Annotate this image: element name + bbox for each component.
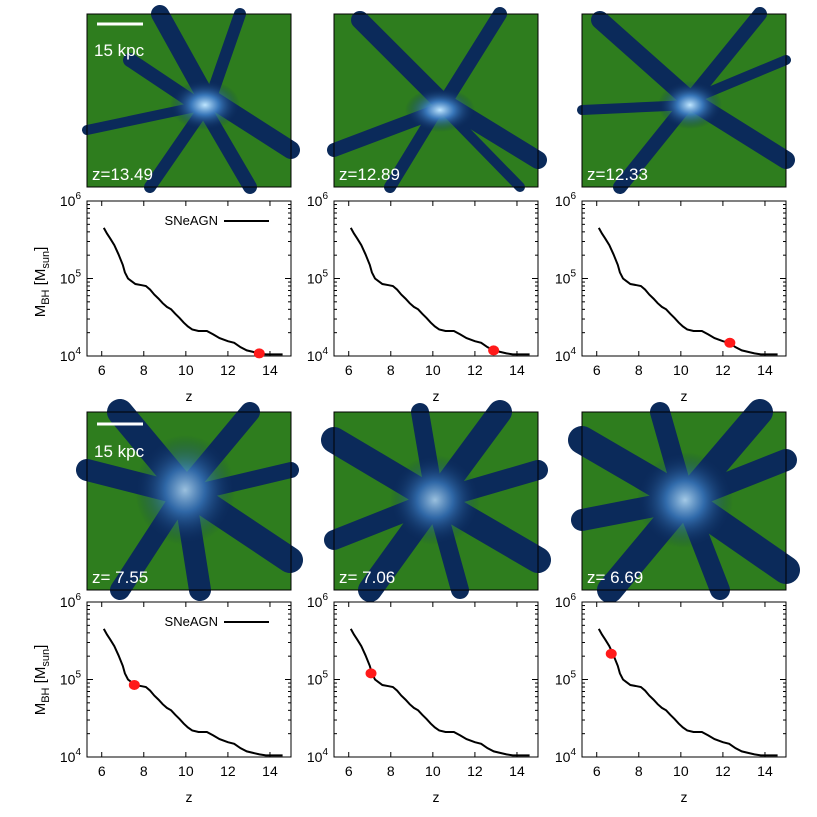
y-axis-title: MBH [Msun]: [32, 645, 52, 716]
x-tick-label: 6: [345, 362, 353, 378]
x-tick-label: 8: [635, 362, 643, 378]
legend-label: SNeAGN: [165, 614, 218, 629]
series-line-SNeAGN: [102, 628, 283, 757]
y-tick-label: 106: [555, 191, 577, 209]
x-tick-label: 12: [715, 763, 731, 779]
plot-frame: [581, 200, 787, 357]
y-axis-title: MBH [Msun]: [32, 247, 52, 318]
y-tick-label: 104: [307, 747, 329, 765]
x-axis-title: z: [681, 388, 688, 404]
image-panel-top-3: z=12.33: [577, 7, 795, 194]
y-tick-label: 104: [307, 346, 329, 364]
x-tick-label: 6: [593, 763, 601, 779]
plot-panel-4: 6 8 10 12 14 104 105 106 z SNeAGN: [60, 592, 292, 805]
plot-frame: [86, 601, 292, 758]
x-tick-label: 14: [262, 362, 278, 378]
y-tick-label: 104: [60, 346, 82, 364]
y-tick-label: 106: [60, 191, 82, 209]
series-line-SNeAGN: [597, 628, 778, 757]
x-axis-title: z: [433, 789, 440, 805]
y-tick-label: 105: [60, 269, 82, 287]
image-panel-bottom-1: 15 kpc z= 7.55: [76, 399, 303, 601]
series-line-SNeAGN: [597, 227, 778, 356]
x-tick-label: 12: [220, 362, 236, 378]
plot-panel-2: 6 8 10 12 14 104 105 106 z: [307, 191, 539, 404]
x-axis-title: z: [186, 388, 193, 404]
x-tick-label: 14: [509, 763, 525, 779]
x-tick-label: 8: [140, 362, 148, 378]
plot-panel-3: 6 8 10 12 14 104 105 106 z: [555, 191, 787, 404]
redshift-label: z=12.33: [587, 165, 648, 184]
x-tick-label: 6: [345, 763, 353, 779]
x-tick-label: 8: [635, 763, 643, 779]
x-tick-label: 10: [425, 763, 441, 779]
image-panel-bottom-3: z= 6.69: [568, 399, 800, 603]
y-tick-label: 104: [60, 747, 82, 765]
x-tick-label: 12: [467, 763, 483, 779]
redshift-marker: [365, 668, 377, 679]
redshift-marker: [488, 345, 500, 356]
redshift-label: z=13.49: [92, 165, 153, 184]
x-tick-label: 10: [425, 362, 441, 378]
y-tick-label: 106: [60, 592, 82, 610]
x-tick-label: 14: [757, 763, 773, 779]
plot-frame: [333, 200, 539, 357]
redshift-marker: [724, 337, 736, 348]
legend-label: SNeAGN: [165, 213, 218, 228]
x-tick-label: 10: [673, 763, 689, 779]
plot-frame: [333, 601, 539, 758]
y-tick-label: 104: [555, 747, 577, 765]
x-tick-label: 12: [715, 362, 731, 378]
plot-panel-6: 6 8 10 12 14 104 105 106 z: [555, 592, 787, 805]
y-tick-label: 105: [307, 670, 329, 688]
x-tick-label: 14: [262, 763, 278, 779]
plot-frame: [86, 200, 292, 357]
x-axis-title: z: [433, 388, 440, 404]
redshift-label: z=12.89: [339, 165, 400, 184]
y-tick-label: 106: [307, 191, 329, 209]
redshift-label: z= 6.69: [587, 568, 643, 587]
redshift-marker: [128, 679, 140, 690]
y-tick-label: 105: [307, 269, 329, 287]
y-tick-label: 106: [555, 592, 577, 610]
scale-bar-label: 15 kpc: [94, 41, 145, 60]
redshift-marker: [253, 348, 265, 359]
image-panel-top-1: 15 kpc z=13.49: [82, 5, 300, 194]
x-tick-label: 8: [387, 763, 395, 779]
redshift-label: z= 7.55: [92, 568, 148, 587]
x-axis-title: z: [186, 789, 193, 805]
y-tick-label: 106: [307, 592, 329, 610]
y-tick-label: 104: [555, 346, 577, 364]
x-tick-label: 6: [98, 763, 106, 779]
x-tick-label: 12: [467, 362, 483, 378]
x-tick-label: 10: [178, 362, 194, 378]
x-tick-label: 6: [593, 362, 601, 378]
x-tick-label: 14: [757, 362, 773, 378]
y-tick-label: 105: [555, 269, 577, 287]
x-tick-label: 8: [387, 362, 395, 378]
redshift-label: z= 7.06: [339, 568, 395, 587]
x-tick-label: 10: [178, 763, 194, 779]
x-axis-title: z: [681, 789, 688, 805]
redshift-marker: [605, 648, 617, 659]
x-tick-label: 14: [509, 362, 525, 378]
scale-bar-label: 15 kpc: [94, 442, 145, 461]
plot-panel-1: 6 8 10 12 14 104 105 106 z SNeAGN: [60, 191, 292, 404]
series-line-SNeAGN: [349, 227, 530, 356]
image-panel-bottom-2: z= 7.06: [321, 400, 551, 602]
x-tick-label: 12: [220, 763, 236, 779]
x-tick-label: 6: [98, 362, 106, 378]
image-panel-top-2: z=12.89: [327, 7, 547, 193]
series-line-SNeAGN: [102, 227, 283, 356]
y-tick-label: 105: [60, 670, 82, 688]
plot-panel-5: 6 8 10 12 14 104 105 106 z: [307, 592, 539, 805]
y-tick-label: 105: [555, 670, 577, 688]
plot-frame: [581, 601, 787, 758]
x-tick-label: 10: [673, 362, 689, 378]
x-tick-label: 8: [140, 763, 148, 779]
